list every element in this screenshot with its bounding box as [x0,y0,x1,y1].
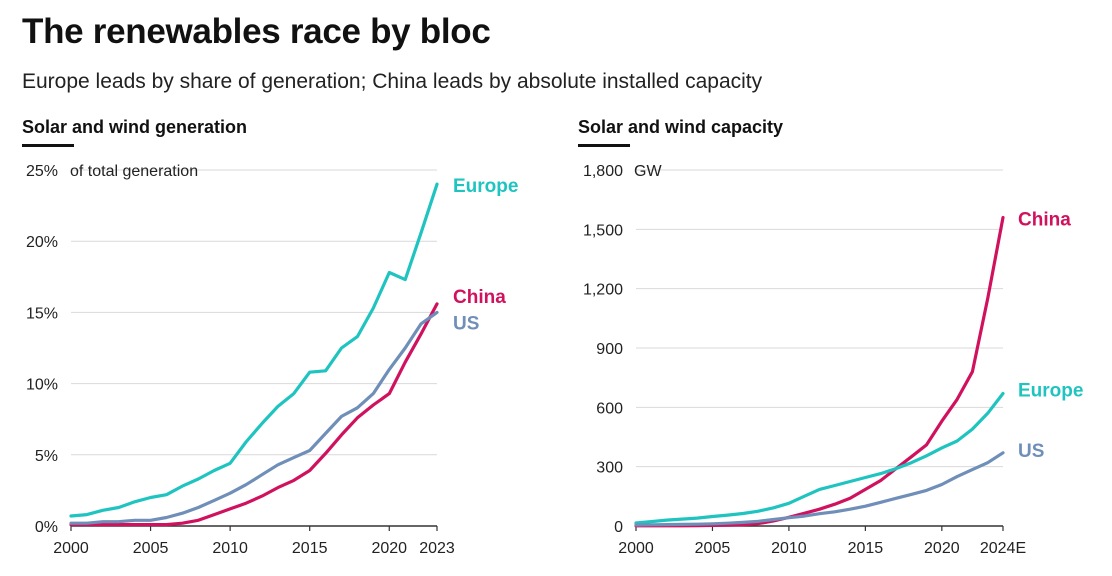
generation-chart: 0% 5% 10% 15% 20% 25% of total generation 2000 2… [26,163,518,557]
capacity-x-tick-label: 2000 [618,540,654,557]
capacity-unit-label: GW [634,163,662,180]
generation-series-line-china [69,302,439,527]
capacity-series-label-us: US [1018,441,1044,462]
generation-series-label-china: China [453,287,506,308]
generation-x-tick-label: 2010 [212,540,248,557]
capacity-x-tick-label: 2020 [924,540,960,557]
generation-y-tick-label: 0% [35,519,58,536]
capacity-y-tick-label: 600 [596,400,623,417]
page-title: The renewables race by bloc [22,12,491,51]
generation-x-tick-label: 2000 [53,540,89,557]
page-subtitle: Europe leads by share of generation; Chi… [22,70,763,93]
capacity-y-tick-label: 1,500 [583,222,623,239]
generation-series-label-europe: Europe [453,176,518,197]
generation-series-line-us [69,310,439,525]
capacity-series-label-europe: Europe [1018,380,1083,401]
generation-panel-title: Solar and wind generation [22,117,248,137]
capacity-series-line-europe [634,391,1005,525]
generation-y-tick-label: 20% [26,234,58,251]
generation-panel-rule [22,144,74,147]
capacity-y-tick-label: 1,200 [583,282,623,299]
generation-series-line-europe [69,182,439,518]
generation-y-tick-label: 25% [26,163,58,180]
capacity-x-tick-label: 2024E [980,540,1026,557]
capacity-chart: 0 300 600 900 1,200 1,500 1,800 GW 2000 2005 2010 2… [583,163,1084,557]
capacity-panel-rule [578,144,630,147]
capacity-x-tick-label: 2010 [771,540,807,557]
generation-unit-label: of total generation [70,163,198,180]
capacity-y-tick-label: 1,800 [583,163,623,180]
capacity-y-tick-label: 0 [614,519,623,536]
capacity-series-label-china: China [1018,209,1071,230]
capacity-x-tick-label: 2015 [848,540,884,557]
generation-y-tick-label: 15% [26,305,58,322]
capacity-y-tick-label: 300 [596,460,623,477]
generation-x-tick-label: 2005 [133,540,169,557]
generation-x-tick-label: 2015 [292,540,328,557]
capacity-series-line-us [634,451,1005,527]
generation-y-tick-label: 10% [26,377,58,394]
capacity-x-tick-label: 2005 [695,540,731,557]
generation-x-tick-label: 2020 [371,540,407,557]
generation-x-tick-label: 2023 [419,540,455,557]
generation-series-label-us: US [453,313,479,334]
capacity-y-tick-label: 900 [596,341,623,358]
capacity-panel-title: Solar and wind capacity [578,117,784,137]
generation-y-tick-label: 5% [35,448,58,465]
